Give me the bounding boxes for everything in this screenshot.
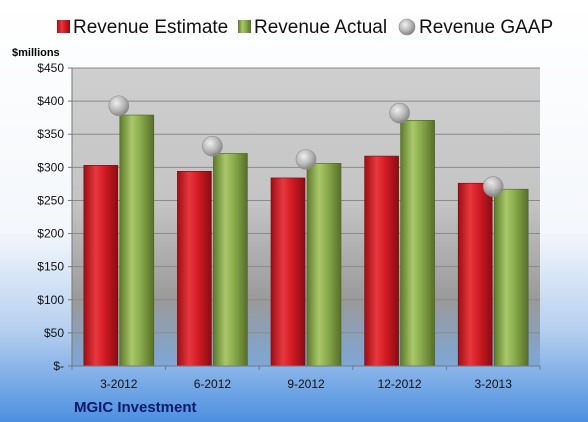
y-tick-label: $150 [37, 260, 64, 274]
legend-label-estimate: Revenue Estimate [73, 17, 228, 38]
legend-swatch-estimate [57, 20, 70, 33]
legend-item-estimate: Revenue Estimate [57, 17, 228, 38]
bar-actual [306, 163, 342, 367]
x-tick-label: 3-2013 [475, 377, 513, 391]
gaap-markers [108, 95, 504, 197]
bar-estimate [457, 182, 493, 367]
gaap-marker [295, 149, 317, 170]
gaap-marker [202, 135, 223, 157]
legend-label-gaap: Revenue GAAP [419, 17, 553, 38]
x-axis-labels: 3-2012 6-2012 9-2012 12-2012 3-2013 [71, 366, 541, 391]
bar-actual [493, 188, 529, 367]
company-name: MGIC Investment [74, 399, 197, 416]
x-tick-label: 6-2012 [194, 377, 232, 391]
bar-actual [400, 120, 435, 367]
bar-actual [213, 153, 248, 367]
gaap-marker [389, 102, 410, 124]
legend: Revenue Estimate Revenue Actual Revenue … [57, 17, 553, 38]
bar-actual [119, 114, 155, 367]
bar-estimate [364, 155, 399, 367]
legend-swatch-actual [238, 20, 251, 33]
y-tick-label: $450 [37, 61, 64, 75]
legend-item-actual: Revenue Actual [238, 17, 387, 38]
x-tick-label: 3-2012 [100, 377, 138, 391]
y-tick-label: $50 [44, 326, 64, 340]
bar-estimate [83, 165, 119, 367]
legend-item-gaap: Revenue GAAP [398, 17, 553, 38]
y-tick-label: $- [53, 359, 64, 373]
y-axis-ticks: $- $50 $100 $150 $200 $250 $300 $350 $400 $450 [37, 61, 72, 373]
x-tick-label: 9-2012 [287, 377, 325, 391]
y-tick-label: $350 [37, 127, 64, 141]
bar-estimate [177, 171, 212, 367]
y-tick-label: $250 [37, 193, 64, 207]
y-tick-label: $100 [37, 293, 64, 307]
y-tick-label: $400 [37, 94, 64, 108]
y-tick-label: $300 [37, 160, 64, 174]
legend-label-actual: Revenue Actual [254, 17, 387, 38]
gaap-marker [108, 95, 130, 117]
y-tick-label: $200 [37, 227, 64, 241]
bar-estimate [270, 177, 306, 367]
gaap-marker [482, 176, 504, 197]
legend-marker-gaap [398, 18, 416, 36]
bars [83, 114, 529, 367]
x-tick-label: 12-2012 [378, 377, 422, 391]
y-unit-label: $millions [12, 47, 60, 59]
